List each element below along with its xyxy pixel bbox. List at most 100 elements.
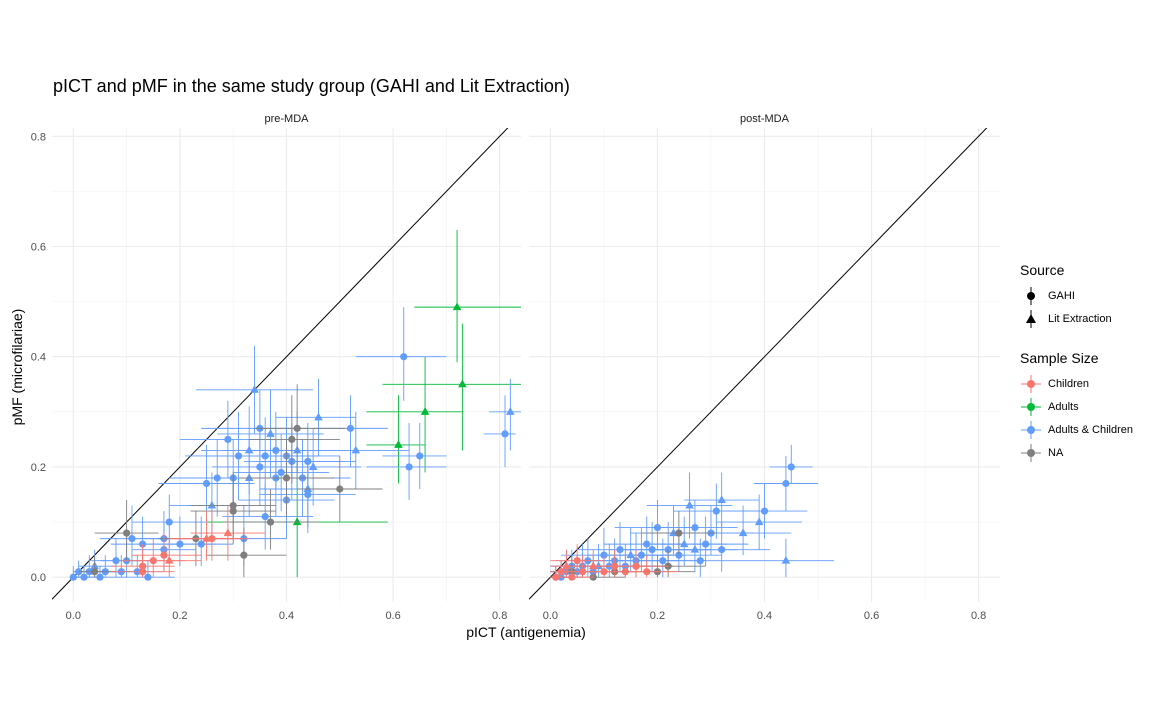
- legend-item-lit-extraction: Lit Extraction: [1020, 307, 1155, 330]
- triangle-marker: [420, 407, 430, 415]
- circle-marker: [139, 568, 147, 576]
- data-point: [190, 505, 266, 561]
- circle-marker: [202, 479, 211, 488]
- circle-marker: [696, 557, 704, 565]
- data-point: [131, 494, 207, 550]
- data-point: [206, 527, 287, 578]
- data-point: [366, 395, 426, 484]
- x-tick-label: 0.4: [757, 610, 772, 622]
- circle-marker: [256, 463, 264, 471]
- y-tick-label: 0.4: [31, 352, 46, 364]
- triangle-marker: [202, 533, 211, 542]
- data-point: [121, 560, 175, 581]
- triangle-marker: [626, 550, 635, 559]
- circle-marker: [123, 529, 131, 537]
- panels-layer: 0.0 0.2 0.4 0.6 0.80.00.20.40.60.8pre-MDA0.0…: [31, 113, 1000, 622]
- triangle-marker: [679, 539, 689, 548]
- legend-item-adults-children: Adults & Children: [1020, 418, 1155, 441]
- circle-marker: [643, 568, 651, 576]
- legend-item-adults: Adults: [1020, 395, 1155, 418]
- data-point: [630, 505, 717, 556]
- data-point: [249, 395, 340, 484]
- data-point: [489, 378, 521, 451]
- data-point: [641, 516, 728, 567]
- legend-label-adults-children: Adults & Children: [1048, 423, 1133, 436]
- circle-marker: [643, 540, 651, 548]
- x-tick-label: 0.0: [543, 610, 558, 622]
- data-point: [222, 489, 319, 550]
- circle-marker: [160, 551, 168, 559]
- x-tick-label: 0.2: [172, 610, 187, 622]
- adults-color-icon: [1021, 397, 1041, 416]
- circle-marker: [501, 430, 509, 438]
- circle-marker: [573, 557, 581, 565]
- data-point: [716, 494, 802, 550]
- circle-marker: [304, 490, 312, 499]
- legend-item-na: NA: [1020, 441, 1155, 464]
- triangle-marker: [588, 561, 598, 570]
- triangle-marker: [754, 517, 764, 526]
- data-point: [657, 538, 744, 578]
- panel-strip-label: post-MDA: [740, 113, 790, 125]
- circle-marker: [346, 424, 355, 432]
- y-tick-label: 0.0: [31, 572, 46, 584]
- legend-item-children: Children: [1020, 372, 1155, 395]
- triangle-marker: [506, 407, 515, 415]
- circle-marker: [557, 568, 565, 576]
- children-color-icon: [1021, 374, 1041, 393]
- data-point: [641, 511, 717, 556]
- x-tick-label: 0.6: [385, 610, 400, 622]
- circle-marker: [616, 546, 624, 554]
- circle-marker: [266, 518, 275, 526]
- data-point: [238, 439, 335, 517]
- triangle-marker: [452, 302, 462, 311]
- x-tick-label: 0.8: [971, 610, 986, 622]
- panel-0: 0.0 0.2 0.4 0.6 0.8 0.0 0.2 0.4 0.6 0.8 pre-MDA: [31, 113, 521, 622]
- triangle-marker: [314, 412, 323, 421]
- circle-marker: [336, 485, 344, 493]
- x-tick-label: 0.2: [650, 610, 665, 622]
- identity-line: [529, 128, 988, 600]
- legend-label-adults: Adults: [1048, 400, 1079, 413]
- circle-marker: [224, 435, 232, 444]
- circle-marker: [261, 512, 269, 521]
- legend-item-gahi: GAHI: [1020, 284, 1155, 307]
- legend-label-children: Children: [1048, 377, 1089, 390]
- x-tick-label: 0.8: [492, 610, 507, 622]
- x-tick-label: 0.4: [279, 610, 294, 622]
- triangle-marker: [266, 429, 275, 437]
- triangle-marker: [244, 473, 254, 481]
- circle-marker: [112, 557, 120, 565]
- x-tick-label: 0.0: [66, 610, 81, 622]
- legend-source-title: Source: [1020, 262, 1065, 278]
- data-point: [174, 511, 250, 561]
- circle-marker: [69, 573, 77, 581]
- triangle-marker: [308, 462, 318, 470]
- circle-marker: [675, 551, 683, 559]
- circle-marker-icon: [1027, 286, 1035, 305]
- data-point: [217, 389, 324, 478]
- data-point: [366, 422, 447, 501]
- y-tick-label: 0.2: [31, 462, 46, 474]
- circle-marker: [144, 573, 152, 581]
- triangle-marker: [223, 528, 233, 537]
- circle-marker: [229, 507, 237, 515]
- data-point: [355, 307, 447, 401]
- data-point: [195, 345, 314, 434]
- data-point: [614, 555, 679, 578]
- adults-children-color-icon: [1021, 420, 1041, 439]
- data-point: [614, 500, 701, 550]
- circle-marker: [712, 507, 720, 515]
- data-point: [550, 549, 588, 578]
- data-point: [297, 455, 383, 523]
- data-point: [275, 378, 356, 456]
- triangle-marker: [690, 544, 700, 553]
- circle-marker: [405, 463, 413, 471]
- legend: Source GAHI Lit Extraction Sample Size C…: [1020, 262, 1155, 464]
- data-point: [222, 483, 314, 550]
- panel-strip-label: pre-MDA: [264, 113, 309, 125]
- data-point: [158, 444, 255, 523]
- circle-marker: [760, 507, 769, 515]
- data-point: [169, 511, 244, 561]
